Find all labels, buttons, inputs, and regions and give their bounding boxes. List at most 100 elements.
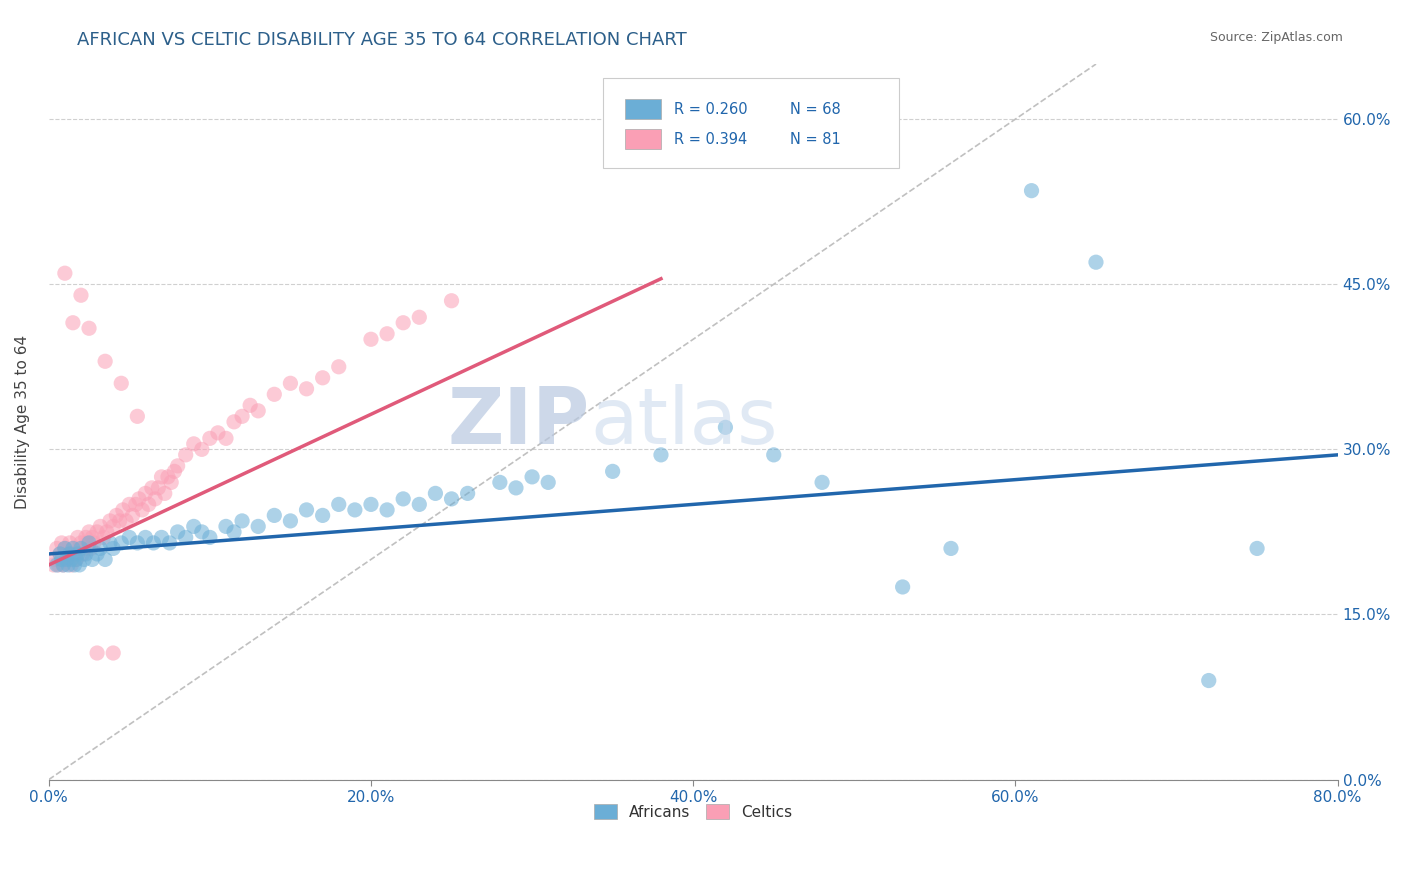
Celtics	[73, 541, 96, 556]
Africans	[77, 536, 100, 550]
Celtics	[70, 288, 93, 302]
Africans	[89, 541, 111, 556]
Africans	[457, 486, 479, 500]
Africans	[520, 470, 543, 484]
Celtics	[295, 382, 318, 396]
Africans	[134, 530, 156, 544]
Africans	[66, 547, 89, 561]
Celtics	[76, 536, 98, 550]
Legend: Africans, Celtics: Africans, Celtics	[588, 797, 799, 826]
Africans	[263, 508, 285, 523]
Celtics	[66, 530, 89, 544]
Text: Source: ZipAtlas.com: Source: ZipAtlas.com	[1209, 31, 1343, 45]
Celtics	[239, 398, 262, 412]
Celtics	[105, 508, 128, 523]
Africans	[328, 497, 350, 511]
Africans	[811, 475, 834, 490]
Africans	[311, 508, 333, 523]
Africans	[222, 524, 245, 539]
Celtics	[143, 491, 166, 506]
Text: N = 81: N = 81	[790, 132, 841, 146]
Celtics	[222, 415, 245, 429]
Celtics	[93, 530, 115, 544]
Celtics	[280, 376, 302, 391]
Celtics	[311, 371, 333, 385]
Text: R = 0.260: R = 0.260	[673, 102, 748, 117]
Celtics	[75, 530, 97, 544]
Celtics	[98, 514, 121, 528]
Celtics	[263, 387, 285, 401]
Celtics	[360, 332, 382, 346]
Africans	[70, 541, 93, 556]
Celtics	[160, 475, 183, 490]
Celtics	[77, 321, 100, 335]
Africans	[127, 536, 149, 550]
Celtics	[156, 470, 179, 484]
Africans	[118, 530, 141, 544]
Africans	[762, 448, 785, 462]
Africans	[440, 491, 463, 506]
Africans	[150, 530, 173, 544]
Celtics	[215, 431, 238, 445]
Celtics	[83, 536, 105, 550]
Celtics	[392, 316, 415, 330]
Africans	[67, 558, 90, 572]
Celtics	[141, 481, 163, 495]
Africans	[65, 552, 87, 566]
Celtics	[45, 541, 67, 556]
Celtics	[153, 486, 176, 500]
Celtics	[86, 646, 108, 660]
Africans	[231, 514, 253, 528]
Celtics	[134, 486, 156, 500]
Text: R = 0.394: R = 0.394	[673, 132, 747, 146]
Africans	[60, 552, 83, 566]
Africans	[360, 497, 382, 511]
Celtics	[79, 541, 101, 556]
Celtics	[56, 547, 79, 561]
Africans	[343, 503, 366, 517]
Africans	[63, 558, 86, 572]
Celtics	[89, 519, 111, 533]
Celtics	[70, 536, 93, 550]
Celtics	[86, 524, 108, 539]
FancyBboxPatch shape	[603, 78, 900, 168]
Text: ZIP: ZIP	[449, 384, 591, 460]
Africans	[142, 536, 165, 550]
Africans	[75, 547, 97, 561]
Celtics	[150, 470, 173, 484]
Celtics	[48, 558, 70, 572]
Africans	[82, 552, 104, 566]
Celtics	[110, 376, 132, 391]
Celtics	[166, 458, 188, 473]
Africans	[198, 530, 221, 544]
Celtics	[118, 497, 141, 511]
Africans	[392, 491, 415, 506]
Africans	[650, 448, 672, 462]
Celtics	[138, 497, 160, 511]
Celtics	[103, 646, 125, 660]
Africans	[1246, 541, 1268, 556]
Celtics	[108, 514, 131, 528]
Africans	[489, 475, 512, 490]
Celtics	[128, 491, 150, 506]
Africans	[375, 503, 398, 517]
Africans	[45, 558, 67, 572]
Celtics	[82, 530, 104, 544]
Celtics	[247, 404, 270, 418]
Celtics	[62, 541, 84, 556]
Celtics	[440, 293, 463, 308]
Africans	[891, 580, 914, 594]
Celtics	[96, 524, 118, 539]
Africans	[98, 536, 121, 550]
Africans	[110, 536, 132, 550]
FancyBboxPatch shape	[624, 99, 661, 120]
Celtics	[77, 524, 100, 539]
Celtics	[53, 541, 76, 556]
Africans	[174, 530, 197, 544]
Africans	[215, 519, 238, 533]
Celtics	[408, 310, 430, 325]
Celtics	[127, 409, 149, 424]
Celtics	[49, 547, 72, 561]
Celtics	[44, 552, 66, 566]
Africans	[1021, 184, 1043, 198]
